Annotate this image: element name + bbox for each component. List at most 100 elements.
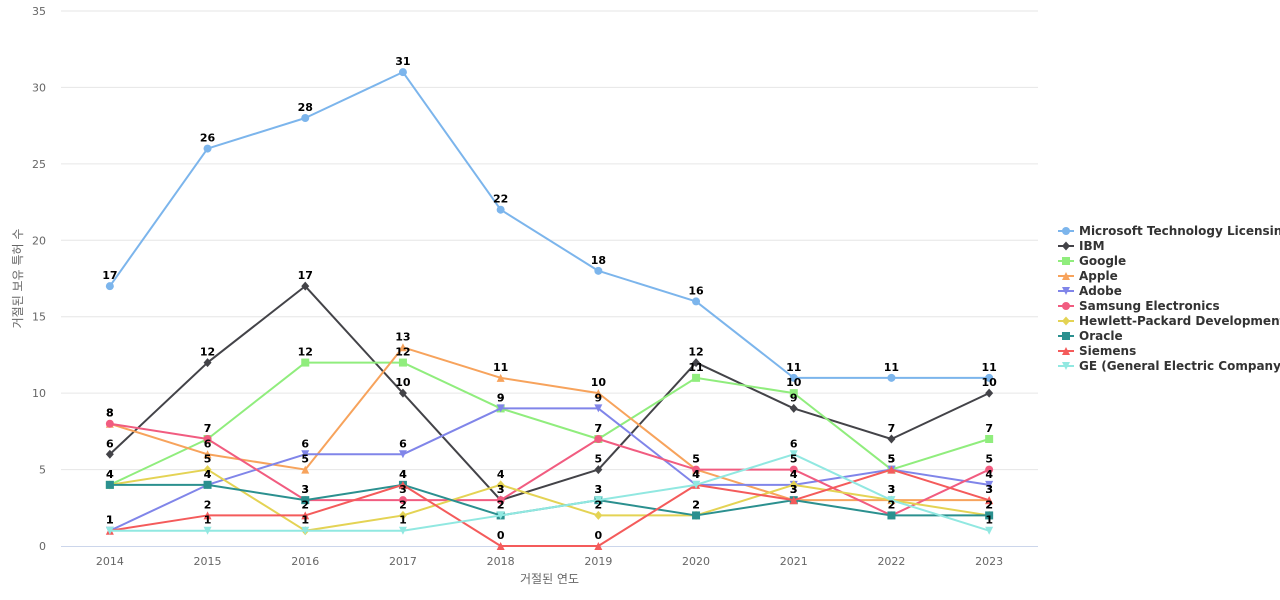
data-label: 3	[790, 483, 798, 496]
data-label: 2	[204, 498, 212, 511]
data-label: 3	[888, 483, 896, 496]
data-label: 4	[399, 468, 407, 481]
data-label: 4	[204, 468, 212, 481]
legend-item[interactable]: Apple	[1058, 269, 1118, 283]
legend-item[interactable]: GE (General Electric Company)	[1058, 359, 1280, 373]
legend: Microsoft Technology LicensingIBMGoogleA…	[1058, 224, 1280, 373]
data-label: 7	[595, 422, 603, 435]
data-label: 5	[790, 453, 798, 466]
legend-label: Google	[1079, 254, 1126, 268]
legend-marker	[1062, 347, 1070, 355]
series-line	[108, 468, 991, 532]
data-label: 12	[688, 346, 703, 359]
legend-marker	[1062, 257, 1070, 265]
series-layer	[105, 68, 994, 550]
data-label: 11	[786, 361, 801, 374]
data-point	[203, 450, 212, 459]
x-tick-label: 2018	[487, 555, 515, 568]
data-point	[887, 496, 896, 505]
data-label: 9	[595, 391, 603, 404]
legend-label: Siemens	[1079, 344, 1136, 358]
data-point	[985, 526, 994, 535]
data-label: 1	[106, 514, 114, 527]
data-label: 6	[204, 437, 212, 450]
legend-item[interactable]: IBM	[1058, 239, 1105, 253]
x-axis-ticks: 2014 2015 2016 2017 2018 2019 2020 2021 2022 2023	[96, 555, 1003, 568]
data-label: 2	[985, 498, 993, 511]
data-point	[301, 511, 310, 520]
data-label: 17	[298, 269, 313, 282]
data-point	[203, 480, 212, 489]
x-tick-label: 2023	[975, 555, 1003, 568]
x-tick-label: 2015	[194, 555, 222, 568]
legend-marker	[1062, 227, 1070, 235]
data-point	[594, 465, 603, 475]
data-label: 3	[790, 483, 798, 496]
data-point	[985, 511, 994, 520]
data-label: 1	[985, 514, 993, 527]
data-label: 4	[790, 468, 798, 481]
data-label: 1	[399, 514, 407, 527]
data-label: 3	[595, 483, 603, 496]
legend-item[interactable]: Hewlett-Packard Development	[1058, 314, 1280, 328]
data-label: 6	[790, 437, 798, 450]
series-line	[108, 285, 991, 502]
data-label: 5	[888, 453, 896, 466]
data-point	[301, 358, 310, 367]
legend-label: Apple	[1079, 269, 1118, 283]
legend-item[interactable]: Microsoft Technology Licensing	[1058, 224, 1280, 238]
y-axis-ticks: 0 5 10 15 20 25 30 35	[32, 5, 46, 553]
data-point	[692, 373, 701, 382]
data-label: 3	[301, 483, 309, 496]
legend-marker	[1062, 332, 1070, 340]
data-label: 3	[301, 483, 309, 496]
data-label: 6	[399, 437, 407, 450]
data-label: 6	[106, 437, 114, 450]
data-label: 1	[106, 514, 114, 527]
data-point	[496, 480, 505, 490]
data-label: 3	[888, 483, 896, 496]
legend-item[interactable]: Siemens	[1058, 344, 1136, 358]
legend-item[interactable]: Adobe	[1058, 284, 1122, 298]
series-line	[108, 71, 991, 379]
data-label: 13	[395, 330, 410, 343]
data-label: 7	[595, 422, 603, 435]
data-point	[594, 389, 603, 398]
data-point	[398, 450, 407, 459]
data-point	[398, 526, 407, 535]
data-point	[301, 114, 310, 122]
legend-item[interactable]: Google	[1058, 254, 1126, 268]
data-label: 2	[399, 498, 407, 511]
data-label: 5	[301, 453, 309, 466]
data-label: 7	[985, 422, 993, 435]
data-point	[496, 205, 505, 214]
data-label: 26	[200, 132, 216, 145]
data-label: 5	[595, 453, 603, 466]
data-point	[594, 510, 603, 520]
legend-item[interactable]: Samsung Electronics	[1058, 299, 1220, 313]
data-label: 22	[493, 193, 508, 206]
data-label: 2	[692, 498, 700, 511]
data-label: 7	[888, 422, 896, 435]
data-label: 2	[497, 498, 505, 511]
legend-label: IBM	[1079, 239, 1105, 253]
legend-label: GE (General Electric Company)	[1079, 359, 1280, 373]
data-label: 6	[301, 437, 309, 450]
data-point	[594, 542, 603, 550]
data-label: 9	[497, 391, 505, 404]
data-point	[692, 511, 701, 520]
data-label: 10	[981, 376, 997, 389]
data-point	[887, 373, 896, 382]
data-label: 3	[888, 483, 896, 496]
data-point	[398, 68, 407, 77]
x-axis-title: 거절된 연도	[520, 572, 579, 586]
legend-item[interactable]: Oracle	[1058, 329, 1123, 343]
data-label: 1	[301, 514, 309, 527]
data-point	[301, 465, 310, 474]
data-point	[301, 526, 310, 535]
data-point	[692, 480, 701, 489]
data-point	[789, 496, 798, 505]
data-label: 10	[591, 376, 607, 389]
data-label: 8	[106, 407, 114, 420]
